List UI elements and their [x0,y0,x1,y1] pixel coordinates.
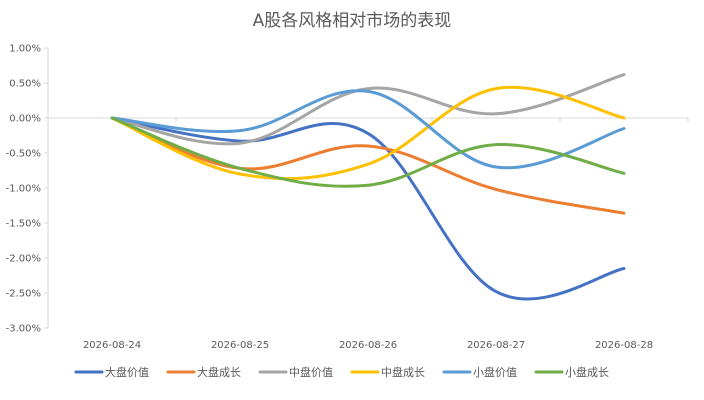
legend-item: 小盘成长 [534,365,609,379]
y-tick-label: 0.00% [9,114,41,125]
legend-label: 大盘成长 [197,365,241,379]
series-line-4 [110,85,626,181]
legend-label: 小盘价值 [473,365,517,379]
y-tick-label: -1.50% [6,219,41,230]
series-line-2 [110,116,626,215]
y-tick-label: -2.50% [6,289,41,300]
chart-title: A股各风格相对市场的表现 [253,11,452,31]
series-line-1 [110,116,626,301]
x-tick-label: 2026-08-25 [211,340,269,351]
legend-label: 中盘价值 [289,365,333,379]
series-line-3 [110,73,626,146]
legend-item: 大盘成长 [166,365,241,379]
legend-item: 中盘成长 [350,365,425,379]
legend-label: 小盘成长 [565,365,609,379]
y-tick-label: 1.00% [9,44,41,55]
y-tick-label: -2.00% [6,254,41,265]
y-tick-label: -0.50% [6,149,41,160]
x-tick-label: 2026-08-27 [467,340,525,351]
legend-label: 中盘成长 [381,365,425,379]
legend: 大盘价值 大盘成长 中盘价值 中盘成长 小盘价值 小盘成长 [74,365,609,379]
series-line-6 [110,116,626,188]
legend-item: 中盘价值 [258,365,333,379]
x-tick-label: 2026-08-28 [595,340,653,351]
legend-item: 大盘价值 [74,365,149,379]
y-tick-label: -1.00% [6,184,41,195]
y-axis: 1.00% 0.50% 0.00% -0.50% -1.00% -1.50% -2.00% -… [6,44,49,335]
x-axis: 2026-08-24 2026-08-25 2026-08-26 2026-08-27… [47,117,689,351]
legend-label: 大盘价值 [105,365,149,379]
y-tick-label: -3.00% [6,324,41,335]
x-tick-label: 2026-08-26 [339,340,397,351]
series-lines [110,73,626,301]
series-line-5 [110,89,626,170]
y-tick-label: 0.50% [9,79,41,90]
legend-item: 小盘价值 [442,365,517,379]
x-tick-label: 2026-08-24 [83,340,141,351]
